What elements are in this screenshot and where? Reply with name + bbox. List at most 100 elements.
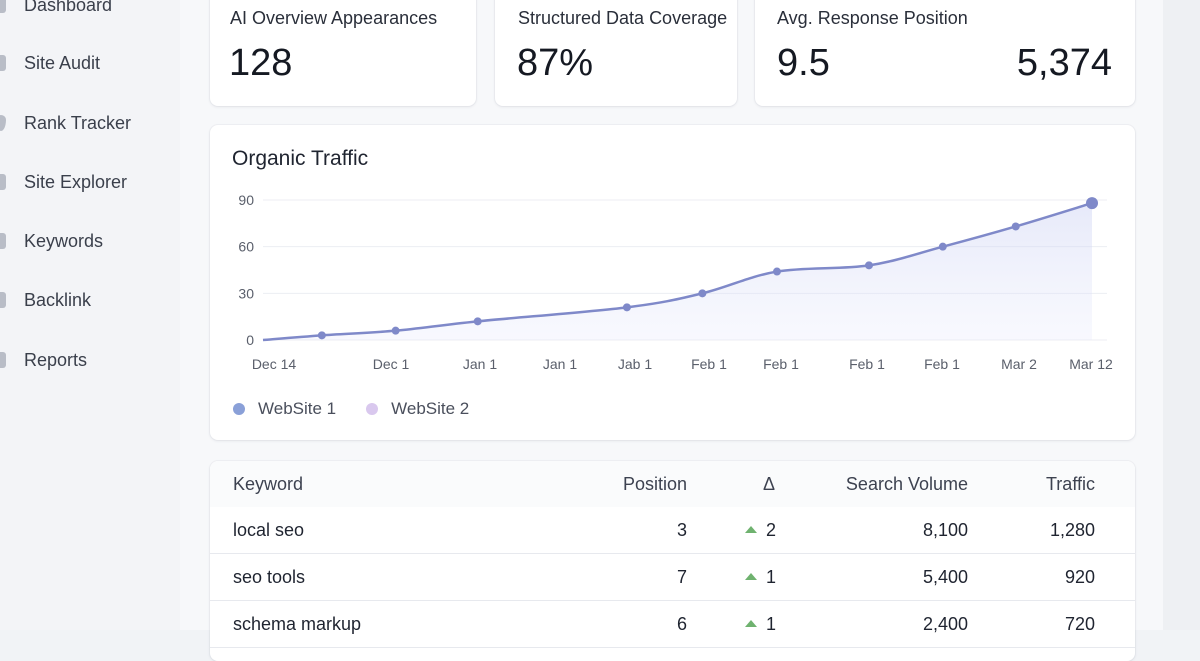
trend-up-icon bbox=[745, 572, 757, 580]
trend-up-icon bbox=[745, 525, 757, 533]
sidebar-item-rank-tracker[interactable]: Rank Tracker bbox=[0, 108, 180, 138]
legend-item-website-2[interactable]: WebSite 2 bbox=[366, 399, 469, 419]
y-tick-label: 90 bbox=[238, 192, 254, 208]
y-tick-label: 60 bbox=[238, 239, 254, 255]
stat-value: 128 bbox=[229, 42, 293, 84]
organic-traffic-chart: 0 30 60 90 Dec 14 Dec 1 Jan 1 Jan 1 Jab 1 Feb 1 Fe… bbox=[238, 192, 1113, 372]
data-point bbox=[1086, 197, 1098, 210]
reports-icon bbox=[0, 352, 6, 368]
x-tick-label: Jab 1 bbox=[618, 356, 652, 372]
table-header: Keyword Position Δ Search Volume Traffic bbox=[210, 461, 1135, 508]
legend-swatch-website-1 bbox=[233, 403, 245, 415]
sidebar-item-label: Reports bbox=[24, 349, 88, 370]
table-row[interactable]: local seo 3 2 8,100 1,280 bbox=[210, 507, 1135, 554]
traffic-cell: 920 bbox=[1064, 567, 1095, 587]
traffic-cell: 720 bbox=[1064, 614, 1095, 634]
dashboard-icon bbox=[0, 0, 6, 13]
stat-card-avg-position: Avg. Response Position 9.5 5,374 bbox=[755, 0, 1135, 106]
keyword-cell: seo tools bbox=[233, 567, 306, 587]
traffic-cell: 1,280 bbox=[1049, 520, 1095, 540]
chart-title: Organic Traffic bbox=[232, 147, 369, 170]
right-gutter bbox=[1163, 0, 1200, 630]
stat-label: Avg. Response Position bbox=[777, 8, 968, 28]
column-header-traffic[interactable]: Traffic bbox=[1045, 474, 1095, 494]
legend-label: WebSite 1 bbox=[258, 399, 337, 418]
keywords-icon bbox=[0, 233, 6, 249]
delta-cell: 1 bbox=[745, 601, 805, 647]
sidebar-item-label: Site Explorer bbox=[24, 171, 128, 192]
stat-extra-value: 5,374 bbox=[1016, 42, 1112, 84]
sidebar-item-site-audit[interactable]: Site Audit bbox=[0, 48, 180, 78]
sidebar-item-reports[interactable]: Reports bbox=[0, 345, 180, 375]
sidebar-item-dashboard[interactable]: Dashboard bbox=[0, 0, 180, 20]
sidebar-item-label: Backlink bbox=[24, 289, 92, 310]
y-tick-label: 0 bbox=[246, 332, 254, 348]
x-tick-label: Feb 1 bbox=[924, 356, 960, 372]
volume-cell: 5,400 bbox=[922, 567, 968, 587]
x-tick-label: Jan 1 bbox=[463, 356, 497, 372]
sidebar-item-label: Keywords bbox=[24, 230, 104, 251]
series-line bbox=[262, 201, 1093, 342]
column-header-search-volume[interactable]: Search Volume bbox=[845, 474, 968, 494]
x-tick-label: Mar 2 bbox=[1001, 356, 1037, 372]
volume-cell: 8,100 bbox=[922, 520, 968, 540]
x-tick-label: Feb 1 bbox=[849, 356, 885, 372]
sidebar-item-label: Rank Tracker bbox=[24, 112, 132, 133]
rank-icon bbox=[0, 115, 6, 131]
table-row[interactable]: seo tools 7 1 5,400 920 bbox=[210, 554, 1135, 601]
position-cell: 3 bbox=[676, 520, 687, 540]
delta-value: 1 bbox=[766, 567, 777, 587]
x-tick-label: Feb 1 bbox=[691, 356, 727, 372]
x-tick-label: Dec 14 bbox=[252, 356, 297, 372]
organic-traffic-card: Organic Traffic 0 30 60 90 Dec 14 Dec 1 Jan 1 J… bbox=[210, 125, 1135, 440]
sidebar-item-keywords[interactable]: Keywords bbox=[0, 226, 180, 256]
data-point bbox=[864, 261, 873, 270]
audit-icon bbox=[0, 55, 6, 71]
keyword-table: Keyword Position Δ Search Volume Traffic… bbox=[210, 461, 1135, 661]
stat-card-ai-overview: AI Overview Appearances 128 bbox=[210, 0, 476, 106]
data-point bbox=[622, 303, 631, 312]
sidebar-item-backlink[interactable]: Backlink bbox=[0, 285, 180, 315]
delta-value: 2 bbox=[766, 520, 777, 540]
legend-swatch-website-2 bbox=[366, 403, 379, 415]
stat-label: Structured Data Coverage bbox=[518, 8, 728, 28]
volume-cell: 2,400 bbox=[922, 614, 968, 634]
stat-value: 87% bbox=[517, 42, 594, 84]
keyword-cell: schema markup bbox=[233, 614, 362, 634]
position-cell: 7 bbox=[676, 567, 687, 587]
chart-legend: WebSite 1 WebSite 2 bbox=[233, 399, 499, 419]
position-cell: 6 bbox=[676, 614, 687, 634]
keyword-cell: local seo bbox=[233, 520, 305, 540]
delta-cell: 1 bbox=[745, 554, 805, 600]
column-header-delta[interactable]: Δ bbox=[763, 474, 776, 494]
trend-up-icon bbox=[745, 619, 757, 627]
data-point bbox=[698, 289, 707, 298]
explorer-icon bbox=[0, 174, 6, 190]
legend-item-website-1[interactable]: WebSite 1 bbox=[233, 399, 336, 419]
data-point bbox=[391, 326, 400, 335]
sidebar-item-label: Dashboard bbox=[24, 0, 113, 15]
data-point bbox=[473, 317, 482, 326]
sidebar-item-site-explorer[interactable]: Site Explorer bbox=[0, 167, 180, 197]
delta-cell: 2 bbox=[745, 507, 805, 553]
stat-label: AI Overview Appearances bbox=[230, 8, 438, 28]
stat-value: 9.5 bbox=[777, 42, 830, 84]
series-area bbox=[263, 203, 1092, 340]
column-header-position[interactable]: Position bbox=[622, 474, 687, 494]
data-point bbox=[772, 267, 781, 276]
backlink-icon bbox=[0, 292, 6, 308]
stat-card-structured-data: Structured Data Coverage 87% bbox=[495, 0, 737, 106]
x-tick-label: Mar 12 bbox=[1069, 356, 1113, 372]
data-point bbox=[317, 331, 326, 340]
sidebar: Dashboard Site Audit Rank Tracker Site E… bbox=[0, 0, 180, 630]
x-tick-label: Dec 1 bbox=[373, 356, 410, 372]
column-header-keyword[interactable]: Keyword bbox=[233, 474, 304, 494]
x-tick-label: Feb 1 bbox=[763, 356, 799, 372]
x-tick-label: Jan 1 bbox=[543, 356, 577, 372]
legend-label: WebSite 2 bbox=[391, 399, 470, 418]
table-row[interactable]: schema markup 6 1 2,400 720 bbox=[210, 601, 1135, 648]
data-point bbox=[1011, 222, 1020, 231]
delta-value: 1 bbox=[766, 614, 777, 634]
sidebar-item-label: Site Audit bbox=[24, 52, 101, 73]
data-point bbox=[938, 242, 947, 251]
